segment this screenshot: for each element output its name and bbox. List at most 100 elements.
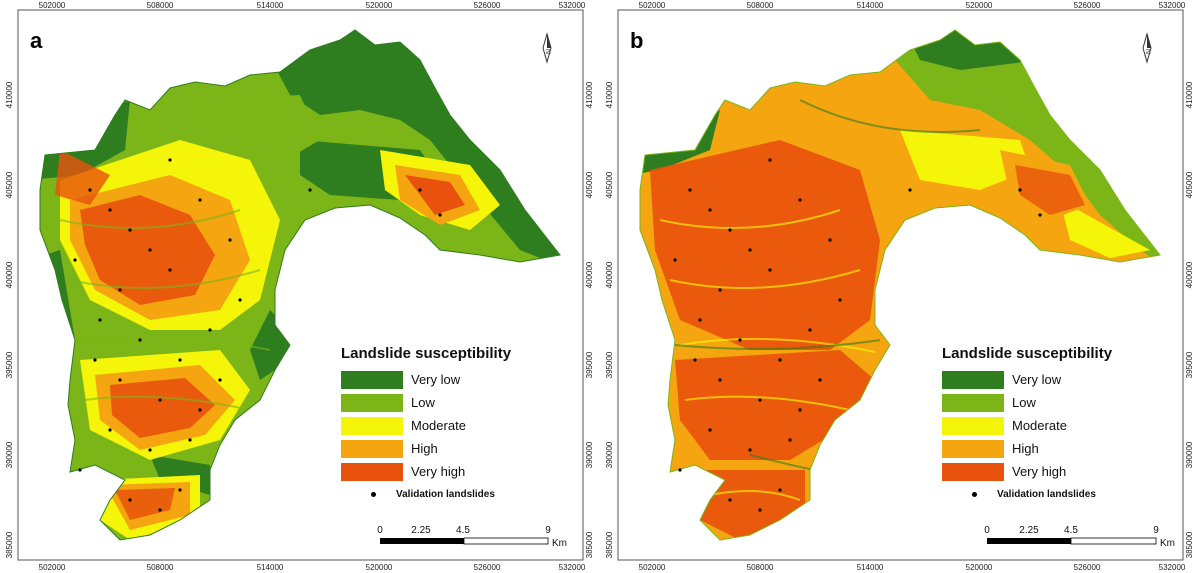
- legend-b: Landslide susceptibility Very low Low Mo…: [942, 345, 1112, 503]
- x-tick: 526000: [474, 563, 501, 572]
- legend-swatch: [942, 439, 1004, 458]
- map-frame-a: 502000 508000 514000 520000 526000 53200…: [5, 1, 594, 572]
- legend-item-validation: Validation landslides: [341, 485, 511, 503]
- validation-dot-icon: [972, 491, 977, 497]
- legend-item-high: High: [341, 437, 511, 460]
- y-tick: 385000: [605, 531, 614, 558]
- legend-points-label: Validation landslides: [997, 488, 1096, 500]
- north-arrow-b: N: [1142, 32, 1153, 64]
- legend-item-low: Low: [341, 391, 511, 414]
- x-tick: 508000: [747, 563, 774, 572]
- x-tick: 502000: [639, 563, 666, 572]
- legend-item-moderate: Moderate: [942, 414, 1112, 437]
- x-tick: 520000: [966, 563, 993, 572]
- y-tick: 385000: [5, 531, 14, 558]
- x-tick: 502000: [639, 1, 666, 10]
- x-ticks-top-a: 502000 508000 514000 520000 526000 53200…: [39, 1, 586, 10]
- x-tick: 532000: [559, 1, 586, 10]
- x-tick: 532000: [559, 563, 586, 572]
- panel-letter: a: [30, 28, 43, 53]
- x-tick: 508000: [147, 1, 174, 10]
- legend-item-validation: Validation landslides: [942, 485, 1112, 503]
- validation-points-a: [73, 158, 442, 512]
- y-tick: 410000: [605, 81, 614, 108]
- legend-item-very-low: Very low: [341, 368, 511, 391]
- legend-title: Landslide susceptibility: [942, 345, 1113, 362]
- x-tick: 514000: [857, 563, 884, 572]
- legend-label: Very low: [1012, 372, 1062, 387]
- x-tick: 526000: [474, 1, 501, 10]
- y-tick: 405000: [605, 171, 614, 198]
- x-tick: 502000: [39, 1, 66, 10]
- north-label: N: [546, 49, 553, 54]
- scale-label: 0: [377, 525, 383, 536]
- legend-item-very-high: Very high: [341, 460, 511, 483]
- legend-label: Very high: [411, 464, 466, 479]
- y-tick: 395000: [1185, 351, 1194, 378]
- y-tick: 390000: [1185, 441, 1194, 468]
- y-tick: 405000: [585, 171, 594, 198]
- x-tick: 532000: [1159, 1, 1186, 10]
- y-tick: 410000: [1185, 81, 1194, 108]
- legend-item-very-high: Very high: [942, 460, 1112, 483]
- legend-swatch: [341, 439, 403, 458]
- legend-item-moderate: Moderate: [341, 414, 511, 437]
- legend-label: Moderate: [1012, 418, 1067, 433]
- scale-label: 9: [1153, 525, 1159, 536]
- scale-label: 2.25: [1019, 525, 1039, 536]
- y-ticks-left-b: 410000 405000 400000 395000 390000 38500…: [605, 81, 614, 558]
- x-tick: 526000: [1074, 1, 1101, 10]
- y-tick: 400000: [605, 261, 614, 288]
- x-tick: 502000: [39, 563, 66, 572]
- validation-dot-icon: [371, 491, 376, 497]
- x-tick: 520000: [966, 1, 993, 10]
- y-tick: 405000: [5, 171, 14, 198]
- y-ticks-right-a: 410000 405000 400000 395000 390000 38500…: [585, 81, 594, 558]
- y-tick: 410000: [585, 81, 594, 108]
- legend-swatch: [942, 393, 1004, 412]
- validation-points-b: [673, 158, 1042, 512]
- x-tick: 508000: [747, 1, 774, 10]
- y-ticks-right-b: 410000 405000 400000 395000 390000 38500…: [1185, 81, 1194, 558]
- x-tick: 514000: [257, 1, 284, 10]
- north-arrow-a: N: [542, 32, 553, 64]
- legend-label: High: [1012, 441, 1039, 456]
- scale-unit: Km: [552, 538, 567, 549]
- y-tick: 400000: [585, 261, 594, 288]
- y-tick: 390000: [5, 441, 14, 468]
- y-tick: 390000: [585, 441, 594, 468]
- x-tick: 526000: [1074, 563, 1101, 572]
- map-panel-a: 502000 508000 514000 520000 526000 53200…: [5, 1, 594, 572]
- legend-swatch: [341, 370, 403, 389]
- x-ticks-bottom-b: 502000 508000 514000 520000 526000 53200…: [639, 563, 1186, 572]
- legend-swatch: [341, 416, 403, 435]
- scale-label: 2.25: [411, 525, 431, 536]
- legend-title: Landslide susceptibility: [341, 345, 512, 362]
- y-tick: 395000: [605, 351, 614, 378]
- study-area-outline: [639, 29, 1161, 541]
- panel-letter: b: [630, 28, 643, 53]
- y-tick: 390000: [605, 441, 614, 468]
- legend-label: High: [411, 441, 438, 456]
- legend-item-high: High: [942, 437, 1112, 460]
- scale-label: 4.5: [1064, 525, 1078, 536]
- legend-label: Low: [411, 395, 435, 410]
- legend-item-low: Low: [942, 391, 1112, 414]
- x-tick: 520000: [366, 563, 393, 572]
- map-panel-b: 502000 508000 514000 520000 526000 53200…: [600, 0, 1200, 573]
- scale-label: 9: [545, 525, 551, 536]
- x-tick: 520000: [366, 1, 393, 10]
- scale-bar-b: 0 2.25 4.5 9 Km: [984, 525, 1175, 549]
- legend-swatch: [341, 462, 403, 481]
- y-tick: 400000: [5, 261, 14, 288]
- north-label: N: [1146, 49, 1153, 54]
- legend-swatch: [942, 462, 1004, 481]
- legend-label: Very high: [1012, 464, 1067, 479]
- x-ticks-top-b: 502000 508000 514000 520000 526000 53200…: [639, 1, 1186, 10]
- scale-bar-a: 0 2.25 4.5 9 Km: [377, 525, 567, 549]
- y-tick: 385000: [1185, 531, 1194, 558]
- legend-label: Low: [1012, 395, 1036, 410]
- scale-label: 4.5: [456, 525, 470, 536]
- legend-swatch: [341, 393, 403, 412]
- y-tick: 395000: [5, 351, 14, 378]
